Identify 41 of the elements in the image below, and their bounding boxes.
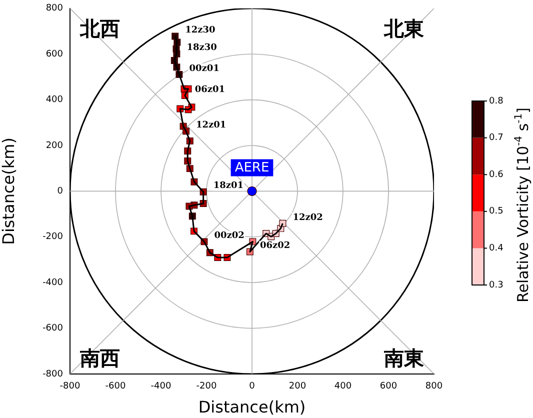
y-tick-label: -600 [42, 324, 64, 334]
y-tick-label: 200 [46, 140, 64, 151]
y-tick-label: 0 [57, 186, 64, 197]
annotation: 12z02 [292, 212, 323, 223]
x-tick-label: -200 [196, 382, 217, 392]
annotation: 南東 [383, 346, 424, 370]
y-tick-label: 600 [46, 49, 64, 60]
x-tick-label: -800 [60, 382, 80, 392]
annotation: 12z01 [196, 120, 226, 130]
color-bar-title: Relative Vorticity [10-4 s-1] [514, 107, 532, 302]
x-tick-label: 800 [425, 382, 443, 392]
x-tick-label: 400 [334, 382, 352, 392]
annotation: 18z30 [186, 43, 217, 54]
annotation: 06z01 [194, 84, 226, 95]
y-tick-label: -200 [42, 232, 64, 242]
annotation: 00z02 [214, 231, 244, 242]
x-tick-label: 600 [380, 382, 398, 392]
color-bar-label: 0.5 [489, 206, 504, 217]
annotation: AERE [234, 160, 270, 176]
x-tick-label: -400 [150, 382, 172, 392]
x-tick-label: 0 [249, 382, 256, 392]
annotation: 12z30 [185, 26, 216, 36]
y-axis-title: Distance(km) [0, 138, 18, 245]
annotation: 北東 [383, 16, 424, 41]
color-bar-label: 0.8 [489, 96, 504, 106]
annotation: 北西 [79, 16, 120, 41]
annotation: 18z01 [213, 181, 244, 192]
color-bar-label: 0.6 [489, 170, 504, 180]
color-bar-label: 0.7 [489, 133, 504, 144]
annotation: 南西 [79, 346, 120, 370]
y-tick-label: 400 [46, 95, 64, 106]
annotation: 00z01 [189, 64, 220, 74]
x-tick-label: 200 [288, 382, 306, 392]
y-tick-label: -800 [42, 369, 64, 380]
x-tick-label: -600 [105, 382, 126, 392]
annotation: 06z02 [260, 241, 290, 252]
color-bar-label: 0.3 [489, 280, 504, 290]
y-tick-label: -400 [42, 278, 64, 288]
x-axis-title: Distance(km) [198, 398, 306, 417]
y-tick-label: 800 [46, 4, 64, 14]
color-bar-label: 0.4 [489, 244, 504, 254]
